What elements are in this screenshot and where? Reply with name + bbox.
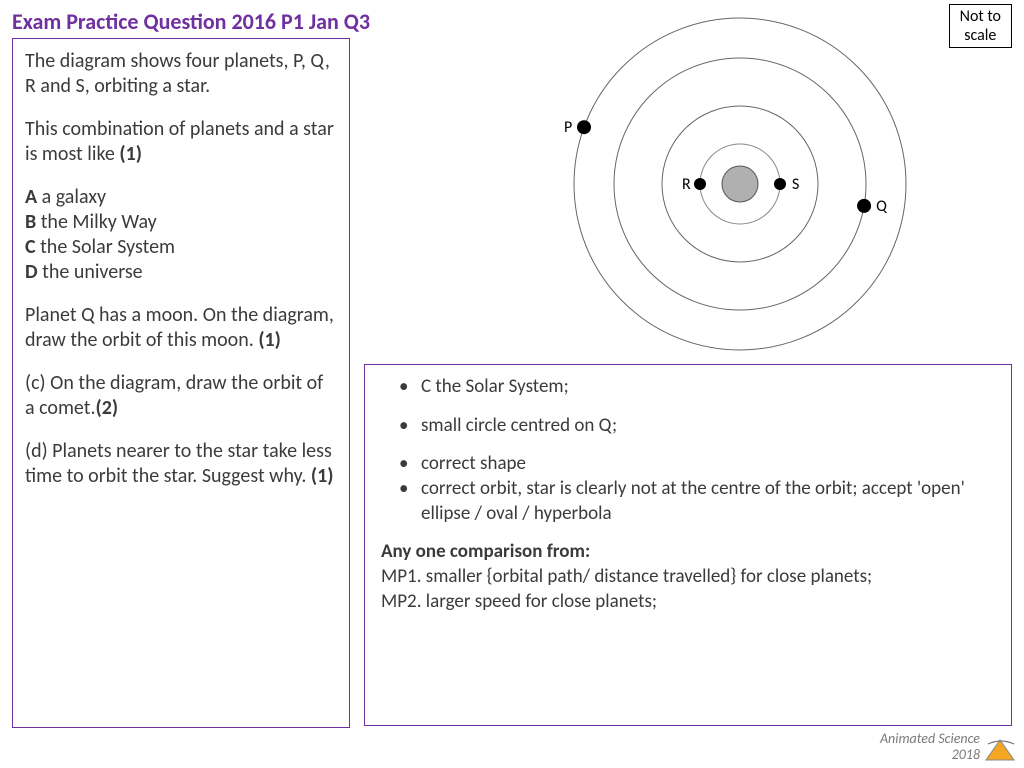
orbit-diagram: R S Q P bbox=[450, 6, 970, 356]
mp2: MP2. larger speed for close planets; bbox=[381, 590, 995, 615]
question-d: (d) Planets nearer to the star take less… bbox=[25, 439, 337, 489]
page-title: Exam Practice Question 2016 P1 Jan Q3 bbox=[12, 8, 370, 35]
question-intro: The diagram shows four planets, P, Q, R … bbox=[25, 49, 337, 99]
question-c: (c) On the diagram, draw the orbit of a … bbox=[25, 371, 337, 421]
svg-text:P: P bbox=[564, 118, 572, 137]
footer-credit: Animated Science 2018 bbox=[880, 731, 980, 762]
answer-3b: correct orbit, star is clearly not at th… bbox=[399, 477, 995, 526]
opt-d: D the universe bbox=[25, 260, 337, 285]
logo-icon bbox=[984, 736, 1018, 764]
compare-head: Any one comparison from: bbox=[381, 540, 995, 565]
question-panel: The diagram shows four planets, P, Q, R … bbox=[12, 38, 350, 728]
opt-a: A a galaxy bbox=[25, 185, 337, 210]
answer-2: small circle centred on Q; bbox=[399, 414, 995, 439]
answer-panel: C the Solar System; small circle centred… bbox=[364, 364, 1012, 726]
mp1: MP1. smaller {orbital path/ distance tra… bbox=[381, 565, 995, 590]
question-b: Planet Q has a moon. On the diagram, dra… bbox=[25, 303, 337, 353]
svg-text:Q: Q bbox=[876, 197, 888, 216]
opt-b: B the Milky Way bbox=[25, 210, 337, 235]
answer-1: C the Solar System; bbox=[399, 375, 995, 400]
svg-text:S: S bbox=[792, 175, 799, 194]
answer-3a: correct shape bbox=[399, 452, 995, 477]
question-mc: This combination of planets and a star i… bbox=[25, 117, 337, 167]
svg-text:R: R bbox=[682, 175, 691, 194]
opt-c: C the Solar System bbox=[25, 235, 337, 260]
